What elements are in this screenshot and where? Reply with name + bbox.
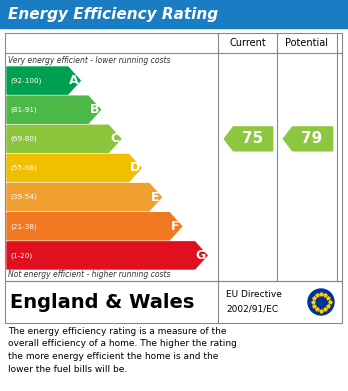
Bar [0,0,348,28]
Polygon shape [283,127,333,151]
Text: A: A [69,74,79,87]
Polygon shape [7,125,121,152]
Polygon shape [7,154,141,181]
Text: 2002/91/EC: 2002/91/EC [226,305,278,314]
Text: England & Wales: England & Wales [10,292,195,312]
Polygon shape [224,127,273,151]
Polygon shape [7,183,161,211]
Text: (92-100): (92-100) [10,77,41,84]
Text: F: F [171,220,180,233]
Text: E: E [151,191,159,204]
Text: (1-20): (1-20) [10,252,32,259]
Text: (55-68): (55-68) [10,165,37,171]
Text: Potential: Potential [285,38,329,48]
Text: (81-91): (81-91) [10,106,37,113]
Circle shape [308,289,334,315]
Text: The energy efficiency rating is a measure of the
overall efficiency of a home. T: The energy efficiency rating is a measur… [8,327,237,373]
Text: (21-38): (21-38) [10,223,37,230]
Bar [5,281,342,323]
Text: (69-80): (69-80) [10,136,37,142]
Polygon shape [7,96,101,123]
Bar [5,33,342,281]
Text: EU Directive: EU Directive [226,290,282,299]
Text: Very energy efficient - lower running costs: Very energy efficient - lower running co… [8,56,171,65]
Polygon shape [7,213,182,240]
Text: (39-54): (39-54) [10,194,37,201]
Text: Energy Efficiency Rating: Energy Efficiency Rating [8,7,218,22]
Text: Current: Current [229,38,266,48]
Text: B: B [89,103,99,116]
Text: D: D [130,161,140,174]
Text: G: G [196,249,206,262]
Text: C: C [110,133,119,145]
Text: Not energy efficient - higher running costs: Not energy efficient - higher running co… [8,270,171,279]
Polygon shape [7,67,80,94]
Bar [5,33,342,281]
Text: 79: 79 [301,131,323,146]
Text: 75: 75 [242,131,263,146]
Polygon shape [7,242,207,269]
